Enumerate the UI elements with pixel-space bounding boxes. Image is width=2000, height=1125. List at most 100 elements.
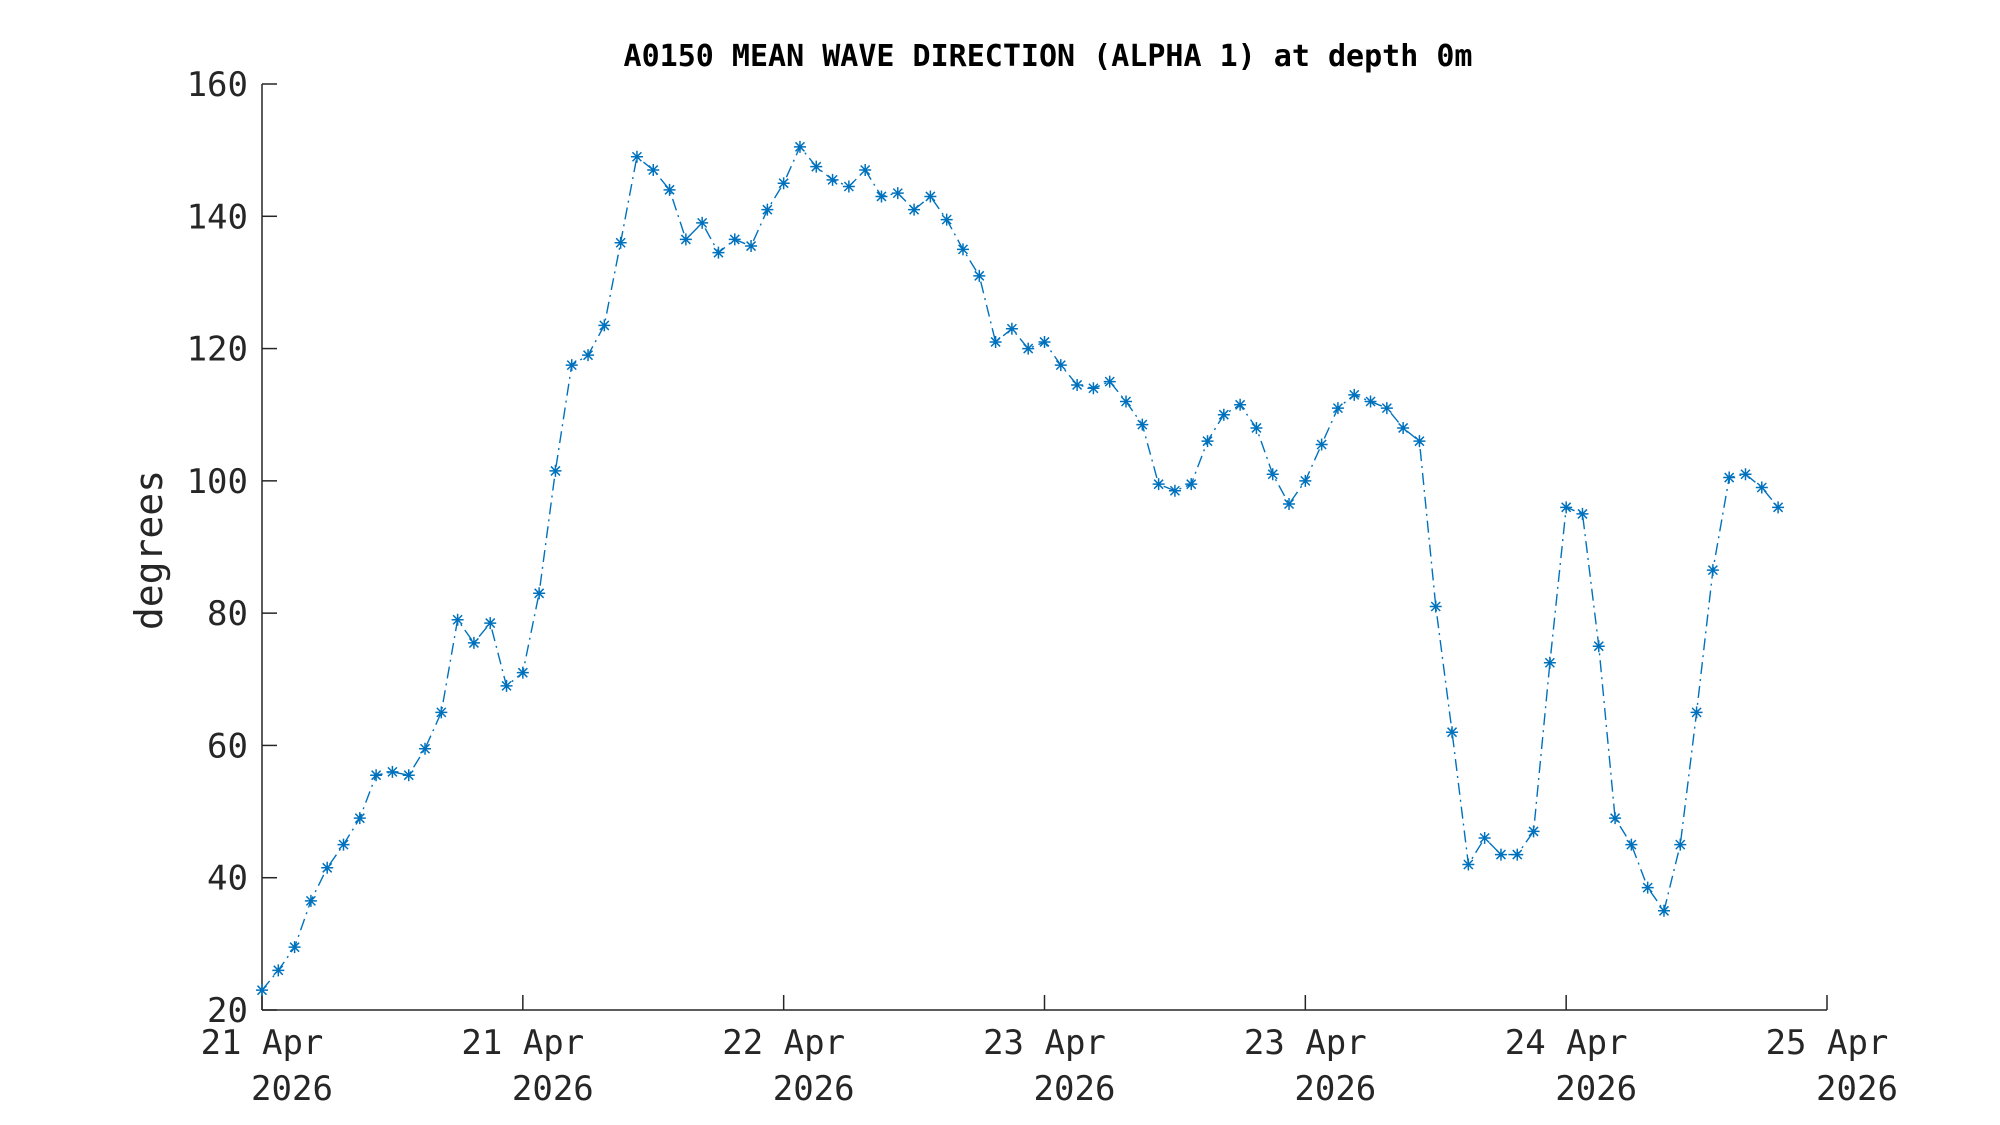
data-point: [1706, 564, 1719, 577]
data-point: [484, 617, 497, 630]
data-point: [1494, 848, 1507, 861]
data-point: [1331, 402, 1344, 415]
data-point: [1103, 375, 1116, 388]
data-point: [353, 812, 366, 825]
data-point: [304, 894, 317, 907]
data-point: [516, 666, 529, 679]
asterisk-marker: [859, 163, 872, 176]
asterisk-marker: [321, 861, 334, 874]
data-point: [973, 269, 986, 282]
data-point: [1397, 421, 1410, 434]
y-tick-label: 160: [187, 65, 248, 105]
data-point: [940, 213, 953, 226]
data-point: [598, 319, 611, 332]
asterisk-marker: [1038, 335, 1051, 348]
asterisk-marker: [1022, 342, 1035, 355]
data-point: [1185, 478, 1198, 491]
data-point: [533, 587, 546, 600]
data-point: [321, 861, 334, 874]
asterisk-marker: [973, 269, 986, 282]
data-point: [679, 233, 692, 246]
asterisk-marker: [1527, 825, 1540, 838]
data-point: [435, 706, 448, 719]
data-point: [1380, 402, 1393, 415]
data-point: [1315, 438, 1328, 451]
asterisk-marker: [1674, 838, 1687, 851]
data-point: [875, 190, 888, 203]
asterisk-marker: [582, 349, 595, 362]
data-point: [1299, 474, 1312, 487]
asterisk-marker: [500, 679, 513, 692]
data-point: [272, 964, 285, 977]
asterisk-marker: [1494, 848, 1507, 861]
data-point: [1234, 398, 1247, 411]
asterisk-marker: [451, 613, 464, 626]
asterisk-marker: [386, 765, 399, 778]
asterisk-marker: [256, 984, 268, 997]
data-point: [647, 163, 660, 176]
asterisk-marker: [1641, 881, 1654, 894]
data-point: [1560, 501, 1573, 514]
x-tick-label: 22 Apr: [722, 1023, 845, 1063]
asterisk-marker: [1755, 481, 1768, 494]
asterisk-marker: [1446, 726, 1459, 739]
asterisk-marker: [793, 140, 806, 153]
asterisk-marker: [647, 163, 660, 176]
asterisk-marker: [1706, 564, 1719, 577]
y-tick-label: 140: [187, 197, 248, 237]
asterisk-marker: [1429, 600, 1442, 613]
data-point: [777, 177, 790, 190]
asterisk-marker: [304, 894, 317, 907]
data-point: [745, 240, 758, 253]
asterisk-marker: [712, 246, 725, 259]
data-point: [1136, 418, 1149, 431]
data-point: [1609, 812, 1622, 825]
asterisk-marker: [1103, 375, 1116, 388]
data-point: [712, 246, 725, 259]
data-point: [1641, 881, 1654, 894]
data-point: [793, 140, 806, 153]
data-point: [288, 941, 301, 954]
asterisk-marker: [1543, 656, 1556, 669]
x-tick-label: 25 Apr: [1766, 1023, 1889, 1063]
data-point: [1739, 468, 1752, 481]
asterisk-marker: [745, 240, 758, 253]
data-point: [1250, 421, 1263, 434]
data-point: [810, 160, 823, 173]
data-point: [1348, 388, 1361, 401]
x-tick-label-year: 2026: [773, 1069, 855, 1109]
asterisk-marker: [1120, 395, 1133, 408]
asterisk-marker: [353, 812, 366, 825]
asterisk-marker: [1609, 812, 1622, 825]
x-tick-label: 21 Apr: [201, 1023, 324, 1063]
asterisk-marker: [875, 190, 888, 203]
data-point: [1446, 726, 1459, 739]
data-point: [826, 173, 839, 186]
data-point: [1690, 706, 1703, 719]
y-tick-label: 60: [207, 726, 248, 766]
asterisk-marker: [565, 359, 578, 372]
asterisk-marker: [1136, 418, 1149, 431]
asterisk-marker: [663, 183, 676, 196]
data-point: [582, 349, 595, 362]
asterisk-marker: [1005, 322, 1018, 335]
data-point: [1217, 408, 1230, 421]
asterisk-marker: [337, 838, 350, 851]
asterisk-marker: [842, 180, 855, 193]
data-point: [1429, 600, 1442, 613]
asterisk-marker: [1331, 402, 1344, 415]
asterisk-marker: [1201, 435, 1214, 448]
asterisk-marker: [1054, 359, 1067, 372]
x-tick-label-year: 2026: [512, 1069, 594, 1109]
asterisk-marker: [1772, 501, 1785, 514]
asterisk-marker: [1348, 388, 1361, 401]
asterisk-marker: [1266, 468, 1279, 481]
asterisk-marker: [956, 243, 969, 256]
asterisk-marker: [1592, 640, 1605, 653]
data-point: [1005, 322, 1018, 335]
data-point: [891, 187, 904, 200]
asterisk-marker: [1723, 471, 1736, 484]
data-point: [337, 838, 350, 851]
chart-title: A0150 MEAN WAVE DIRECTION (ALPHA 1) at d…: [624, 39, 1473, 74]
asterisk-marker: [1299, 474, 1312, 487]
